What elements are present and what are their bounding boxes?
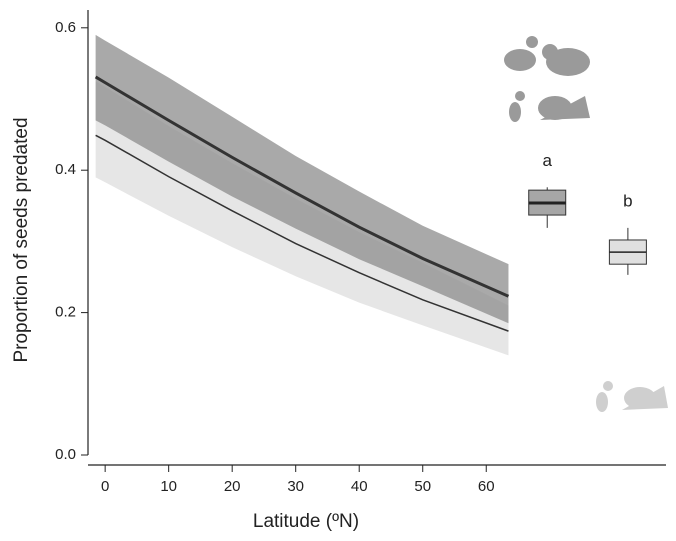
fitted-line: [95, 134, 509, 332]
box-label: b: [623, 191, 632, 210]
box-label: a: [542, 151, 552, 170]
x-tick-label: 30: [287, 478, 304, 495]
x-tick-label: 0: [101, 478, 109, 495]
y-tick-label: 0.0: [55, 446, 76, 463]
ant-icon: [509, 102, 521, 122]
x-tick-label: 20: [224, 478, 241, 495]
mouse-head: [542, 44, 558, 60]
y-tick-label: 0.4: [55, 161, 76, 178]
animal-icons-small: [596, 381, 668, 412]
y-tick-label: 0.6: [55, 19, 76, 36]
x-tick-label: 10: [160, 478, 177, 495]
snail-body: [540, 96, 590, 120]
snail-body: [622, 386, 668, 410]
x-axis-label: Latitude (ºN): [253, 511, 359, 532]
bird-icon: [504, 49, 536, 71]
x-tick-label: 60: [478, 478, 495, 495]
ant-icon: [596, 392, 608, 412]
x-tick-label: 40: [351, 478, 368, 495]
bird-head: [526, 36, 538, 48]
fitted-line: [94, 75, 510, 298]
y-tick-label: 0.2: [55, 304, 76, 321]
animal-icons: [504, 36, 590, 122]
x-tick-label: 50: [414, 478, 431, 495]
ant-head: [515, 91, 525, 101]
y-axis-label: Proportion of seeds predated: [11, 117, 32, 362]
plot-area: 0.0 0.2 0.4 0.6 0 10 20 30 40 50 60 a b: [55, 10, 666, 495]
ant-head: [603, 381, 613, 391]
